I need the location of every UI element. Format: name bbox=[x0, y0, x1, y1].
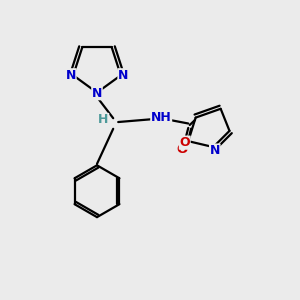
Text: N: N bbox=[210, 144, 220, 157]
Text: O: O bbox=[179, 136, 190, 149]
Text: O: O bbox=[177, 143, 188, 157]
Text: N: N bbox=[92, 87, 102, 100]
Text: N: N bbox=[66, 69, 76, 82]
Text: H: H bbox=[98, 113, 109, 127]
Text: N: N bbox=[118, 69, 128, 82]
Text: NH: NH bbox=[151, 111, 172, 124]
